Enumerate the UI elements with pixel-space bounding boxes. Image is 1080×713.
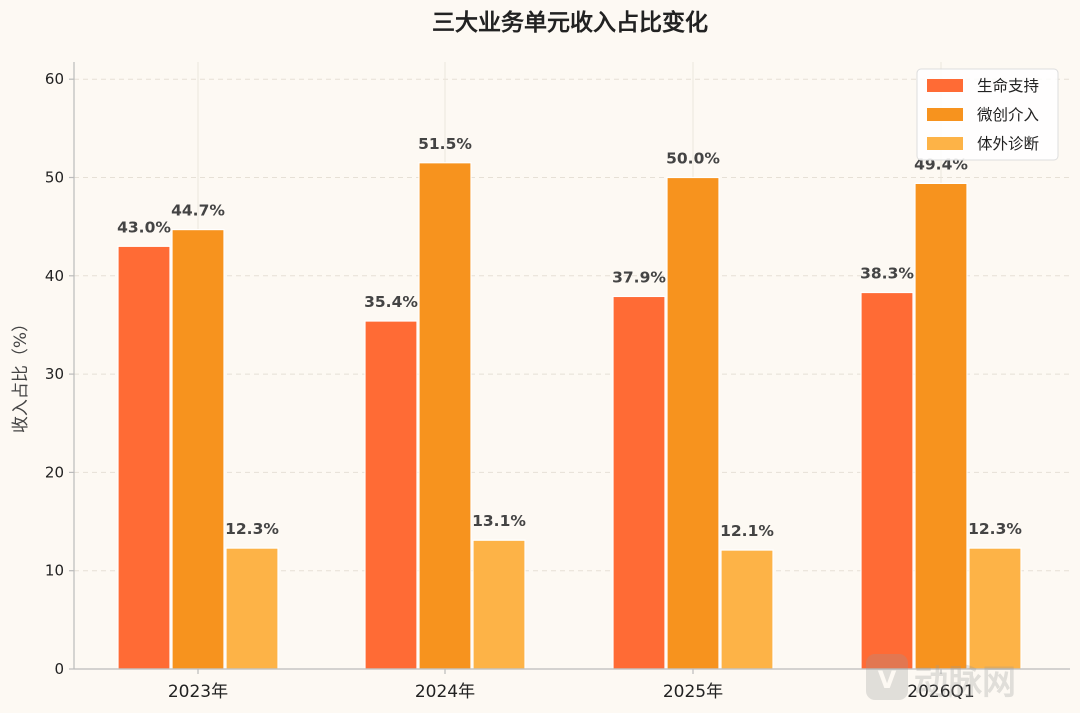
y-tick-label: 0 (54, 660, 64, 678)
watermark-badge-letter: V (878, 666, 897, 694)
bar (418, 162, 472, 670)
data-label: 35.4% (364, 293, 418, 311)
y-tick-label: 60 (45, 70, 64, 88)
data-label: 43.0% (117, 218, 171, 236)
bar (171, 228, 225, 670)
axes: 0 10 20 30 40 50 60 2023年 2024年 2025年 2026Q1 (45, 62, 1070, 702)
data-label: 37.9% (612, 268, 666, 286)
bars-group: 43.0%44.7% 12.3% 35.4% 51.5% 13.1% 37.9% 50.0%… (117, 135, 1022, 670)
data-label: 12.3% (225, 520, 279, 538)
bar (225, 547, 279, 670)
bar (612, 295, 666, 670)
x-tick-label: 2023年 (168, 682, 228, 702)
data-label: 44.7% (171, 202, 225, 220)
chart-title: 三大业务单元收入占比变化 (432, 9, 708, 36)
y-tick-label: 30 (45, 365, 64, 383)
bar (968, 547, 1022, 670)
y-tick-label: 40 (45, 267, 64, 285)
y-tick-label: 20 (45, 463, 64, 481)
x-tick-label: 2024年 (415, 682, 475, 702)
data-label: 12.3% (968, 520, 1022, 538)
watermark-logo: V (866, 654, 908, 700)
legend-label: 生命支持 (977, 77, 1039, 95)
bar (117, 245, 171, 670)
legend-swatch (927, 137, 963, 150)
watermark-text: 动脉网 (914, 663, 1016, 703)
y-tick-label: 50 (45, 169, 64, 187)
y-axis-label: 收入占比（%） (11, 315, 31, 433)
bar (472, 539, 526, 670)
data-label: 38.3% (860, 265, 914, 283)
legend-label: 微创介入 (977, 106, 1039, 124)
legend-label: 体外诊断 (977, 135, 1039, 153)
x-tick-label: 2026Q1 (907, 682, 974, 702)
data-label: 50.0% (666, 150, 720, 168)
watermark-badge (866, 654, 908, 700)
legend-swatch (927, 108, 963, 121)
x-tick-label: 2025年 (663, 682, 723, 702)
bar (364, 320, 418, 670)
data-label: 12.1% (720, 522, 774, 540)
bar (666, 176, 720, 670)
legend-swatch (927, 79, 963, 92)
bar (914, 182, 968, 670)
data-label: 13.1% (472, 512, 526, 530)
bar (720, 549, 774, 670)
bar (860, 291, 914, 670)
data-label: 51.5% (418, 135, 472, 153)
y-tick-label: 10 (45, 562, 64, 580)
